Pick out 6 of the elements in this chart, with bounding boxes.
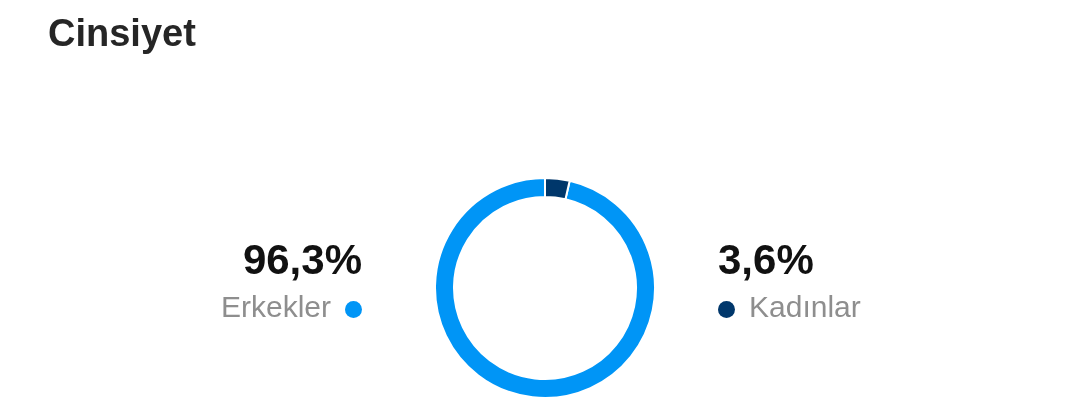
legend-label: Kadınlar — [749, 290, 861, 323]
chart-title: Cinsiyet — [48, 12, 196, 55]
data-label: 96,3% — [241, 235, 362, 285]
donut-slice — [434, 177, 656, 399]
slice-label: Erkekler — [220, 290, 331, 323]
data-label: 3,6% — [718, 235, 815, 285]
